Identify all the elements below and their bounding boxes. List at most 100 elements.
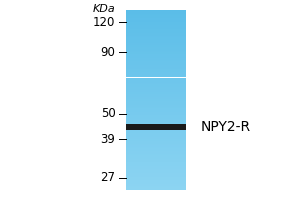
Bar bbox=[126, 149, 186, 150]
Bar bbox=[126, 174, 186, 175]
Bar bbox=[126, 180, 186, 181]
Text: 120: 120 bbox=[93, 16, 116, 29]
Bar bbox=[126, 48, 186, 49]
Bar bbox=[126, 146, 186, 147]
Bar bbox=[126, 152, 186, 153]
Bar bbox=[126, 104, 186, 105]
Bar bbox=[126, 33, 186, 34]
Bar bbox=[126, 140, 186, 141]
Bar bbox=[126, 170, 186, 171]
Bar bbox=[126, 135, 186, 136]
Bar bbox=[126, 151, 186, 152]
Bar bbox=[126, 109, 186, 110]
Bar bbox=[126, 115, 186, 116]
Bar bbox=[126, 124, 186, 125]
Bar bbox=[126, 102, 186, 103]
Bar bbox=[126, 93, 186, 94]
Bar bbox=[126, 54, 186, 55]
Bar bbox=[126, 22, 186, 23]
Bar bbox=[126, 100, 186, 101]
Bar bbox=[126, 148, 186, 149]
Bar bbox=[126, 32, 186, 33]
Bar bbox=[126, 40, 186, 41]
Bar bbox=[126, 128, 186, 129]
Bar bbox=[126, 52, 186, 53]
Bar bbox=[126, 185, 186, 186]
Bar bbox=[126, 37, 186, 38]
Bar bbox=[126, 171, 186, 172]
Bar bbox=[126, 71, 186, 72]
Bar bbox=[126, 167, 186, 168]
Bar bbox=[126, 153, 186, 154]
Bar bbox=[126, 159, 186, 160]
Bar bbox=[126, 89, 186, 90]
Bar bbox=[126, 106, 186, 107]
Bar bbox=[126, 17, 186, 18]
Bar bbox=[126, 87, 186, 88]
Bar bbox=[126, 44, 186, 45]
Bar bbox=[126, 28, 186, 29]
Bar bbox=[126, 78, 186, 79]
Bar bbox=[126, 117, 186, 118]
Bar bbox=[126, 21, 186, 22]
Bar bbox=[126, 36, 186, 37]
Bar bbox=[126, 72, 186, 73]
Bar bbox=[126, 139, 186, 140]
Bar bbox=[126, 158, 186, 159]
Bar bbox=[126, 20, 186, 21]
Bar bbox=[126, 187, 186, 188]
Bar bbox=[126, 90, 186, 91]
Bar bbox=[126, 141, 186, 142]
Bar bbox=[126, 82, 186, 83]
Bar bbox=[126, 181, 186, 182]
Bar bbox=[126, 189, 186, 190]
Bar bbox=[126, 42, 186, 43]
Bar bbox=[126, 80, 186, 81]
Bar bbox=[126, 137, 186, 138]
Bar bbox=[126, 60, 186, 61]
Bar bbox=[126, 46, 186, 47]
Bar bbox=[126, 11, 186, 12]
Bar bbox=[126, 74, 186, 75]
Bar bbox=[126, 112, 186, 113]
Bar bbox=[126, 103, 186, 104]
Bar bbox=[126, 175, 186, 176]
Bar bbox=[126, 166, 186, 167]
Bar bbox=[126, 81, 186, 82]
Bar bbox=[126, 85, 186, 86]
Bar bbox=[126, 144, 186, 145]
Bar bbox=[126, 69, 186, 70]
Bar bbox=[126, 62, 186, 63]
Bar bbox=[126, 94, 186, 95]
Bar bbox=[126, 86, 186, 87]
Bar bbox=[126, 143, 186, 144]
Bar bbox=[126, 91, 186, 92]
Bar bbox=[126, 57, 186, 58]
Bar bbox=[126, 25, 186, 26]
Bar bbox=[126, 116, 186, 117]
Bar bbox=[126, 121, 186, 122]
Bar bbox=[126, 31, 186, 32]
Bar bbox=[126, 114, 186, 115]
Bar bbox=[126, 59, 186, 60]
Bar bbox=[126, 105, 186, 106]
Bar bbox=[126, 14, 186, 15]
Bar bbox=[126, 10, 186, 11]
Bar bbox=[126, 127, 186, 128]
Bar bbox=[126, 162, 186, 163]
Bar bbox=[126, 19, 186, 20]
Bar bbox=[126, 24, 186, 25]
Bar bbox=[126, 126, 186, 127]
Bar bbox=[126, 183, 186, 184]
Bar bbox=[126, 113, 186, 114]
Bar bbox=[126, 160, 186, 161]
Bar bbox=[126, 178, 186, 179]
Bar bbox=[126, 58, 186, 59]
Bar bbox=[126, 70, 186, 71]
Bar bbox=[126, 134, 186, 135]
Bar bbox=[126, 177, 186, 178]
Bar bbox=[126, 95, 186, 96]
Text: KDa: KDa bbox=[93, 4, 116, 14]
Bar bbox=[126, 29, 186, 30]
Bar bbox=[126, 156, 186, 157]
